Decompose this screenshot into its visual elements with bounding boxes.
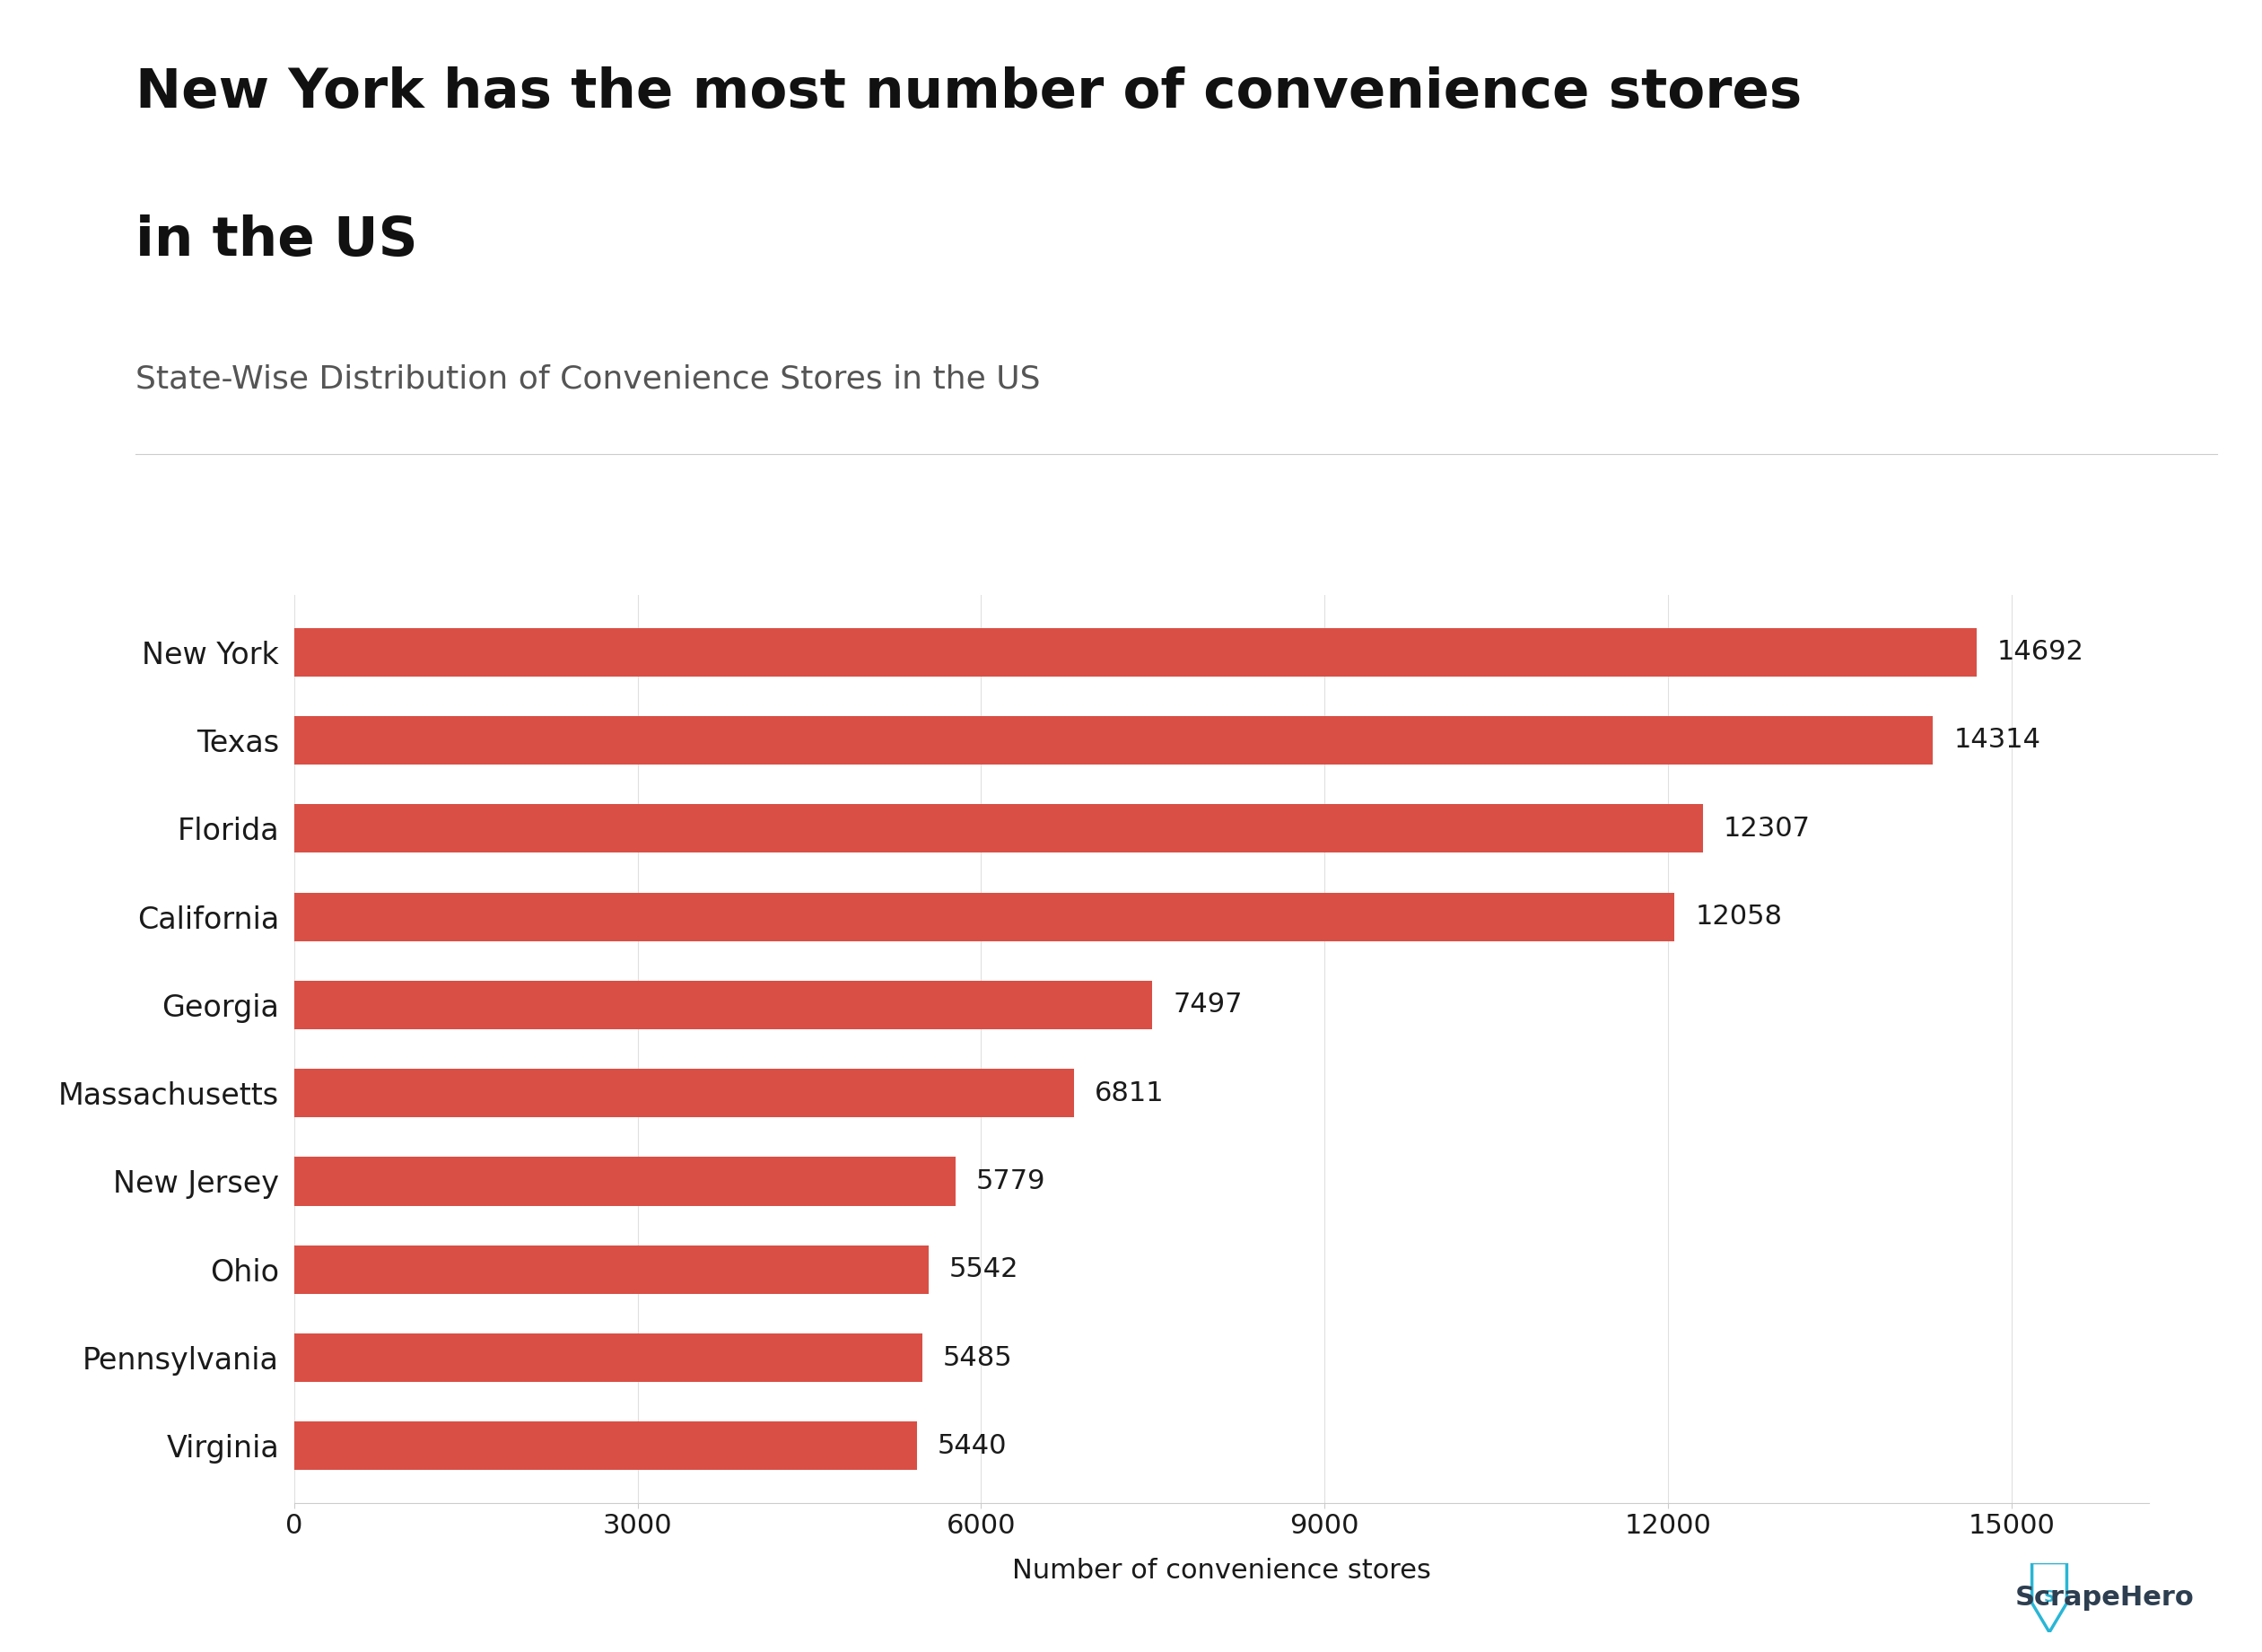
Text: New York has the most number of convenience stores: New York has the most number of convenie…	[136, 66, 1803, 119]
X-axis label: Number of convenience stores: Number of convenience stores	[1011, 1558, 1432, 1583]
Bar	[294, 1422, 916, 1470]
Text: S: S	[2045, 1589, 2054, 1606]
Bar	[294, 892, 1674, 942]
Bar	[294, 805, 1703, 852]
Bar	[294, 715, 1934, 765]
Text: 5485: 5485	[943, 1345, 1013, 1371]
Text: in the US: in the US	[136, 215, 418, 268]
Text: ScrapeHero: ScrapeHero	[2015, 1584, 2194, 1611]
Text: State-Wise Distribution of Convenience Stores in the US: State-Wise Distribution of Convenience S…	[136, 363, 1041, 393]
Text: 12058: 12058	[1694, 904, 1782, 930]
Bar	[294, 1156, 957, 1206]
Text: 6811: 6811	[1095, 1080, 1165, 1107]
Bar	[294, 628, 1977, 676]
Text: 14692: 14692	[1997, 639, 2083, 666]
Text: 14314: 14314	[1954, 727, 2040, 753]
Text: 5440: 5440	[936, 1432, 1007, 1459]
Bar	[294, 1069, 1074, 1117]
Bar	[294, 981, 1151, 1029]
Bar	[294, 1333, 923, 1383]
Bar	[294, 1246, 930, 1294]
Text: 7497: 7497	[1174, 991, 1242, 1018]
Text: 5779: 5779	[977, 1168, 1045, 1194]
Text: 12307: 12307	[1724, 816, 1812, 841]
Text: 5542: 5542	[950, 1257, 1018, 1282]
